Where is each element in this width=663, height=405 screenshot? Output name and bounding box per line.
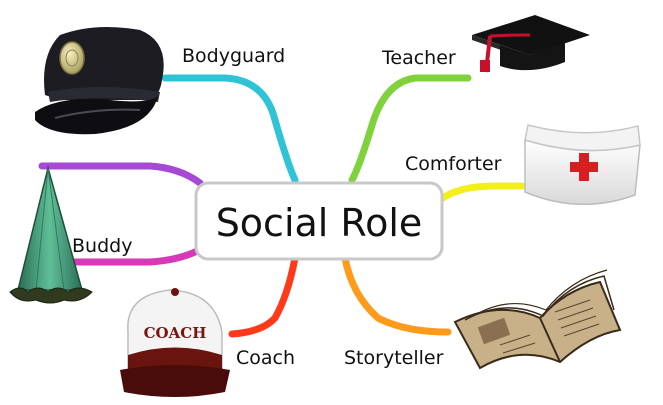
- party-hat-icon: [9, 165, 93, 304]
- branch-comforter: [436, 182, 526, 204]
- open-book-icon: [453, 269, 622, 370]
- center-label: Social Role: [216, 201, 423, 245]
- role-label-storyteller: Storyteller: [344, 347, 444, 369]
- branch-buddy-top: [38, 162, 204, 187]
- role-label-coach: Coach: [236, 347, 295, 369]
- coach-cap-text: COACH: [144, 324, 207, 342]
- role-label-bodyguard: Bodyguard: [182, 45, 285, 67]
- graduation-cap-icon: [472, 15, 590, 73]
- role-label-teacher: Teacher: [381, 47, 456, 69]
- branch-bodyguard: [161, 74, 299, 184]
- branch-teacher: [348, 74, 472, 184]
- branch-storyteller: [341, 254, 452, 336]
- branch-coach: [228, 254, 299, 338]
- role-label-buddy: Buddy: [72, 235, 132, 257]
- center-node[interactable]: Social Role: [194, 181, 444, 261]
- nurse-cap-icon: [524, 124, 641, 206]
- police-cap-icon: [35, 26, 164, 135]
- trucker-cap-icon: COACH: [120, 288, 230, 397]
- role-label-comforter: Comforter: [405, 153, 502, 175]
